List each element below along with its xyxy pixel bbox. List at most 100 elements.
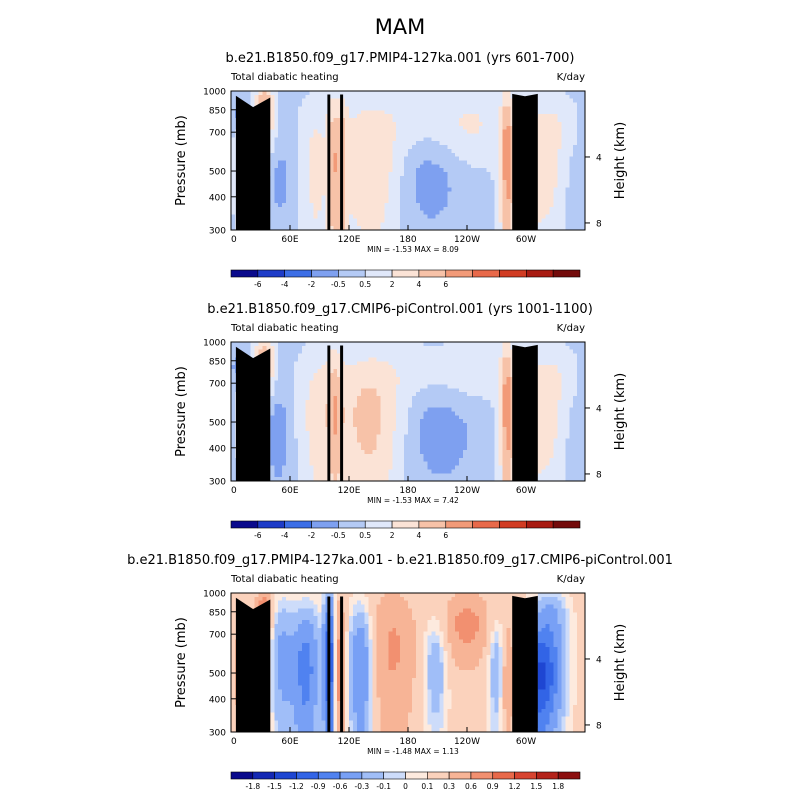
heatmap-cell <box>494 199 500 204</box>
heatmap-cell <box>494 152 500 158</box>
heatmap-cell <box>345 110 350 115</box>
heatmap-cell <box>309 357 315 362</box>
heatmap-cell <box>463 202 468 208</box>
heatmap-cell <box>250 98 256 104</box>
heatmap-cell <box>486 121 492 127</box>
heatmap-cell <box>537 145 543 150</box>
heatmap-cell <box>282 172 287 177</box>
heatmap-cell <box>537 372 543 378</box>
heatmap-cell <box>486 202 492 208</box>
heatmap-cell <box>352 102 358 108</box>
heatmap-cell <box>435 98 441 104</box>
heatmap-cell <box>537 403 543 409</box>
heatmap-cell <box>415 141 421 146</box>
heatmap-cell <box>467 98 472 104</box>
heatmap-cell <box>282 384 287 389</box>
heatmap-cell <box>282 137 287 142</box>
heatmap-cell <box>313 349 319 355</box>
heatmap-cell <box>581 376 586 382</box>
heatmap-cell <box>317 110 323 115</box>
heatmap-cell <box>502 396 507 401</box>
heatmap-cell <box>577 102 582 108</box>
heatmap-cell <box>486 396 492 401</box>
heatmap-cell <box>301 411 307 416</box>
heatmap-cell <box>341 152 346 158</box>
heatmap-cell <box>411 141 417 146</box>
heatmap-cell <box>345 353 350 359</box>
heatmap-cell <box>290 345 295 351</box>
heatmap-cell <box>565 388 570 393</box>
heatmap-cell <box>573 388 578 393</box>
heatmap-cell <box>333 125 338 131</box>
heatmap-cell <box>569 403 574 409</box>
heatmap-cell <box>557 168 562 173</box>
heatmap-cell <box>274 187 279 192</box>
heatmap-cell <box>537 172 543 177</box>
heatmap-cell <box>293 376 299 382</box>
heatmap-cell <box>352 411 358 416</box>
heatmap-cell <box>396 380 401 386</box>
heatmap-cell <box>569 349 574 355</box>
heatmap-cell <box>337 199 342 204</box>
x-tick-label: 120E <box>338 235 361 245</box>
heatmap-cell <box>337 102 342 108</box>
heatmap-cell <box>490 129 496 135</box>
heatmap-cell <box>372 353 378 359</box>
heatmap-cell <box>498 403 503 409</box>
heatmap-cell <box>297 226 303 231</box>
heatmap-cell <box>349 411 354 416</box>
heatmap-cell <box>246 345 252 351</box>
heatmap-cell <box>372 403 378 409</box>
heatmap-cell <box>364 102 370 108</box>
heatmap-cell <box>427 349 433 355</box>
heatmap-cell <box>451 407 456 413</box>
heatmap-cell <box>376 106 382 111</box>
heatmap-cell <box>545 129 551 135</box>
heatmap-cell <box>360 399 366 405</box>
heatmap-cell <box>451 98 456 104</box>
heatmap-cell <box>451 137 456 142</box>
heatmap-cell <box>309 380 315 386</box>
heatmap-cell <box>443 210 448 216</box>
heatmap-cell <box>282 361 287 366</box>
heatmap-cell <box>380 357 385 362</box>
heatmap-cell <box>581 91 586 96</box>
heatmap-cell <box>231 345 236 351</box>
heatmap-cell <box>470 392 476 397</box>
heatmap-cell <box>459 357 464 362</box>
heatmap-cell <box>478 160 484 165</box>
heatmap-cell <box>286 407 291 413</box>
heatmap-cell <box>455 129 460 135</box>
heatmap-cell <box>360 133 366 138</box>
heatmap-cell <box>337 164 342 169</box>
heatmap-cell <box>380 202 385 208</box>
heatmap-cell <box>392 372 397 378</box>
heatmap-cell <box>427 129 433 135</box>
heatmap-cell <box>349 388 354 393</box>
heatmap-cell <box>238 91 244 96</box>
heatmap-cell <box>482 156 488 162</box>
heatmap-cell <box>301 202 307 208</box>
heatmap-cell <box>467 91 472 96</box>
heatmap-cell <box>396 349 401 355</box>
heatmap-cell <box>270 210 275 216</box>
heatmap-cell <box>384 396 389 401</box>
heatmap-cell <box>427 145 433 150</box>
heatmap-cell <box>290 392 295 397</box>
heatmap-cell <box>541 357 547 362</box>
heatmap-cell <box>411 168 417 173</box>
heatmap-cell <box>494 384 500 389</box>
heatmap-cell <box>396 222 401 227</box>
heatmap-cell <box>352 133 358 138</box>
heatmap-cell <box>376 91 382 96</box>
heatmap-cell <box>313 380 319 386</box>
heatmap-cell <box>565 357 570 362</box>
heatmap-cell <box>419 152 425 158</box>
heatmap-cell <box>451 361 456 366</box>
heatmap-cell <box>278 202 283 208</box>
heatmap-cell <box>482 175 488 181</box>
heatmap-cell <box>431 118 437 123</box>
heatmap-cell <box>321 110 326 115</box>
heatmap-cell <box>463 160 468 165</box>
heatmap-cell <box>380 118 385 123</box>
